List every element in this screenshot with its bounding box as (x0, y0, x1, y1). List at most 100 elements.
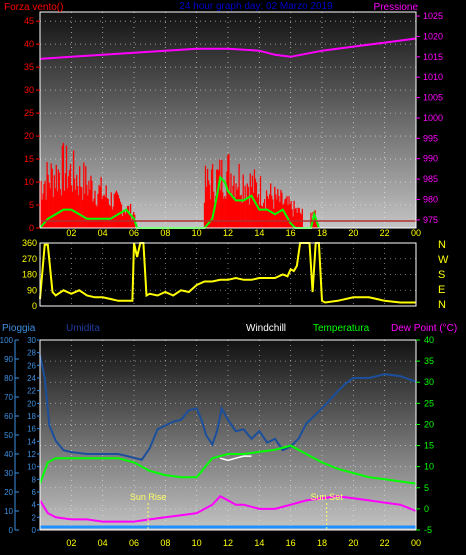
wind-tick-label: 35 (24, 62, 34, 72)
pressure-axis-ticks: 975 980 985 990 995 1000 1005 1010 1015 1020 1025 (416, 11, 443, 225)
temperature-frame (39, 339, 417, 531)
rain-tick-label: 20 (4, 488, 13, 497)
temperature-tick-label: 30 (424, 377, 434, 387)
time-tick-label: 20 (348, 538, 358, 548)
pressure-line (39, 37, 417, 60)
sun-annotation-label: Sun Set (311, 492, 344, 502)
humidity-tick-label: 30 (27, 336, 36, 345)
rain-tick-label: 10 (4, 507, 13, 516)
temperature-axis-ticks: -5 0 5 10 15 20 25 30 35 40 (416, 335, 434, 535)
time-tick-label: 16 (286, 228, 296, 238)
wind-tick-label: 5 (29, 200, 34, 210)
wind-tick-label: 0 (29, 223, 34, 233)
wind-tick-label: 10 (24, 177, 34, 187)
time-tick-label: 04 (98, 228, 108, 238)
humidity-tick-label: 26 (27, 361, 36, 370)
pressure-tick-label: 995 (423, 133, 438, 143)
rain-tick-label: 50 (4, 431, 13, 440)
time-tick-label: 18 (317, 228, 327, 238)
time-tick-label: 20 (348, 228, 358, 238)
humidity-tick-label: 0 (32, 526, 37, 535)
temperature-tick-label: 10 (424, 462, 434, 472)
humidity-label: Umidita (66, 323, 100, 334)
time-tick-label: 14 (254, 538, 264, 548)
wind-tick-label: 15 (24, 154, 34, 164)
temperature-tick-label: 5 (424, 483, 429, 493)
compass-letter: N (438, 239, 446, 251)
humidity-tick-label: 22 (27, 387, 36, 396)
rain-label: Pioggia (2, 323, 36, 334)
pressure-tick-label: 1010 (423, 72, 443, 82)
wind-gust-bars (39, 142, 319, 228)
time-tick-label: 00 (411, 228, 421, 238)
time-tick-label: 08 (160, 538, 170, 548)
wind-direction-frame (39, 242, 417, 307)
wind-direction-line (39, 242, 416, 304)
temperature-label: Temperatura (313, 323, 370, 334)
rain-tick-label: 0 (9, 526, 14, 535)
rain-tick-label: 70 (4, 393, 13, 402)
rain-tick-label: 60 (4, 412, 13, 421)
direction-tick-label: 90 (27, 285, 37, 295)
time-tick-label: 02 (66, 228, 76, 238)
temperature-tick-label: 15 (424, 441, 434, 451)
pressure-tick-label: 1025 (423, 11, 443, 21)
wind-axis-label: Forza vento() (4, 2, 63, 13)
direction-tick-label: 270 (22, 254, 37, 264)
dew-point-line (39, 494, 417, 523)
humidity-tick-label: 4 (32, 501, 37, 510)
wind-tick-label: 25 (24, 108, 34, 118)
sun-annotation-label: Sun Rise (130, 492, 167, 502)
rain-tick-label: 30 (4, 469, 13, 478)
chart-title: 24 hour graph day: 02 Marzo 2019 (179, 1, 333, 12)
humidity-line (39, 354, 417, 461)
rain-tick-label: 80 (4, 374, 13, 383)
rain-tick-label: 100 (0, 336, 14, 345)
direction-tick-label: 0 (32, 301, 37, 311)
pressure-tick-label: 1015 (423, 52, 443, 62)
humidity-tick-label: 2 (32, 513, 37, 522)
humidity-tick-label: 6 (32, 488, 37, 497)
time-tick-label: 16 (286, 538, 296, 548)
time-axis-ticks-bottom: 02 04 06 08 10 12 14 16 18 20 22 00 (66, 538, 421, 548)
windchill-label: Windchill (246, 323, 286, 334)
pressure-tick-label: 1020 (423, 31, 443, 41)
humidity-tick-label: 20 (27, 399, 36, 408)
pressure-tick-label: 1000 (423, 113, 443, 123)
pressure-tick-label: 985 (423, 174, 438, 184)
wind-tick-label: 45 (24, 16, 34, 26)
time-tick-label: 10 (192, 538, 202, 548)
compass-letter: S (438, 269, 445, 281)
pressure-tick-label: 990 (423, 154, 438, 164)
pressure-tick-label: 975 (423, 215, 438, 225)
wind-pressure-grid (40, 12, 417, 229)
wind-pressure-frame (39, 11, 417, 229)
temperature-tick-label: -5 (424, 525, 432, 535)
temperature-tick-label: 35 (424, 356, 434, 366)
humidity-tick-label: 28 (27, 349, 36, 358)
rain-tick-label: 90 (4, 355, 13, 364)
humidity-tick-label: 24 (27, 374, 36, 383)
wind-tick-label: 30 (24, 85, 34, 95)
time-tick-label: 18 (317, 538, 327, 548)
wind-tick-label: 20 (24, 131, 34, 141)
compass-letter: E (438, 284, 445, 296)
pressure-tick-label: 1005 (423, 93, 443, 103)
time-tick-label: 06 (129, 538, 139, 548)
temperature-line (39, 444, 417, 485)
time-tick-label: 12 (223, 228, 233, 238)
humidity-tick-label: 8 (32, 475, 37, 484)
time-tick-label: 22 (380, 228, 390, 238)
wind-speed-axis-ticks: 0 5 10 15 20 25 30 35 40 45 (24, 16, 40, 233)
time-tick-label: 06 (129, 228, 139, 238)
time-tick-label: 04 (98, 538, 108, 548)
direction-tick-label: 360 (22, 238, 37, 248)
time-tick-label: 14 (254, 228, 264, 238)
rain-axis-ticks: 0 10 20 30 40 50 60 70 80 90 100 (0, 336, 19, 535)
time-tick-label: 02 (66, 538, 76, 548)
temperature-tick-label: 40 (424, 335, 434, 345)
